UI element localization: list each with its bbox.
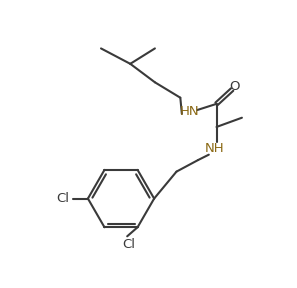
Text: NH: NH <box>205 142 225 155</box>
Text: HN: HN <box>180 105 199 118</box>
Text: Cl: Cl <box>56 192 69 205</box>
Text: Cl: Cl <box>122 238 135 251</box>
Text: O: O <box>230 80 240 93</box>
